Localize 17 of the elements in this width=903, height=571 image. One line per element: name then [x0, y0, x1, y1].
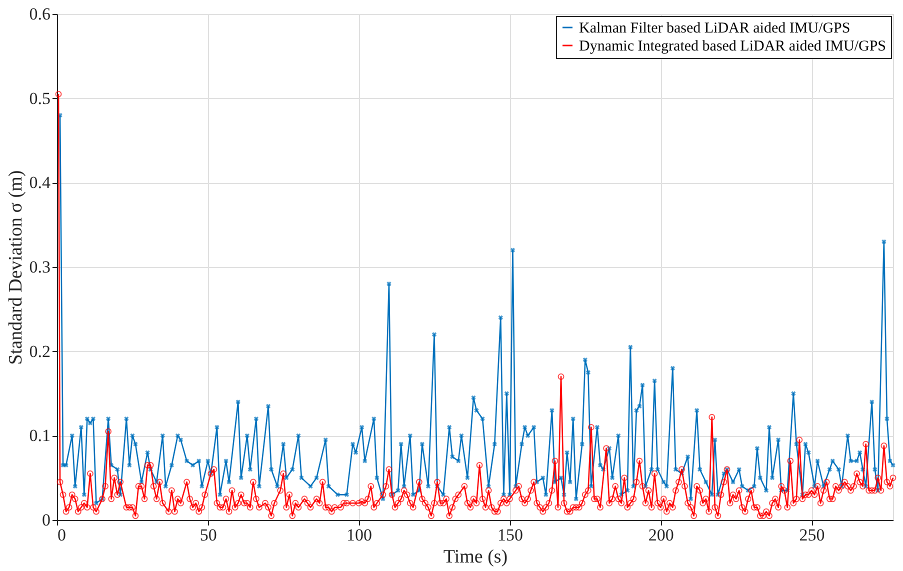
x-axis-title: Time (s) — [443, 546, 508, 568]
x-tick-label: 200 — [648, 526, 674, 544]
x-tick-label: 50 — [200, 526, 217, 544]
y-tick-label: 0 — [42, 510, 50, 530]
x-tick-label: 0 — [58, 526, 66, 544]
x-tick-label: 150 — [497, 526, 523, 544]
y-tick-label: 0.3 — [29, 258, 50, 276]
y-axis-title: Standard Deviation σ (m) — [5, 170, 26, 365]
legend-label: Dynamic Integrated based LiDAR aided IMU/GPS — [579, 38, 886, 54]
y-tick-label: 0.1 — [29, 426, 50, 446]
y-tick-label: 0.5 — [29, 88, 50, 108]
y-tick-label: 0.6 — [29, 4, 50, 24]
x-tick-label: 250 — [799, 526, 825, 544]
legend-label: Kalman Filter based LiDAR aided IMU/GPS — [579, 20, 850, 36]
x-tick-label: 100 — [346, 526, 372, 544]
y-tick-label: 0.4 — [29, 173, 51, 192]
y-tick-label: 0.2 — [29, 342, 50, 361]
